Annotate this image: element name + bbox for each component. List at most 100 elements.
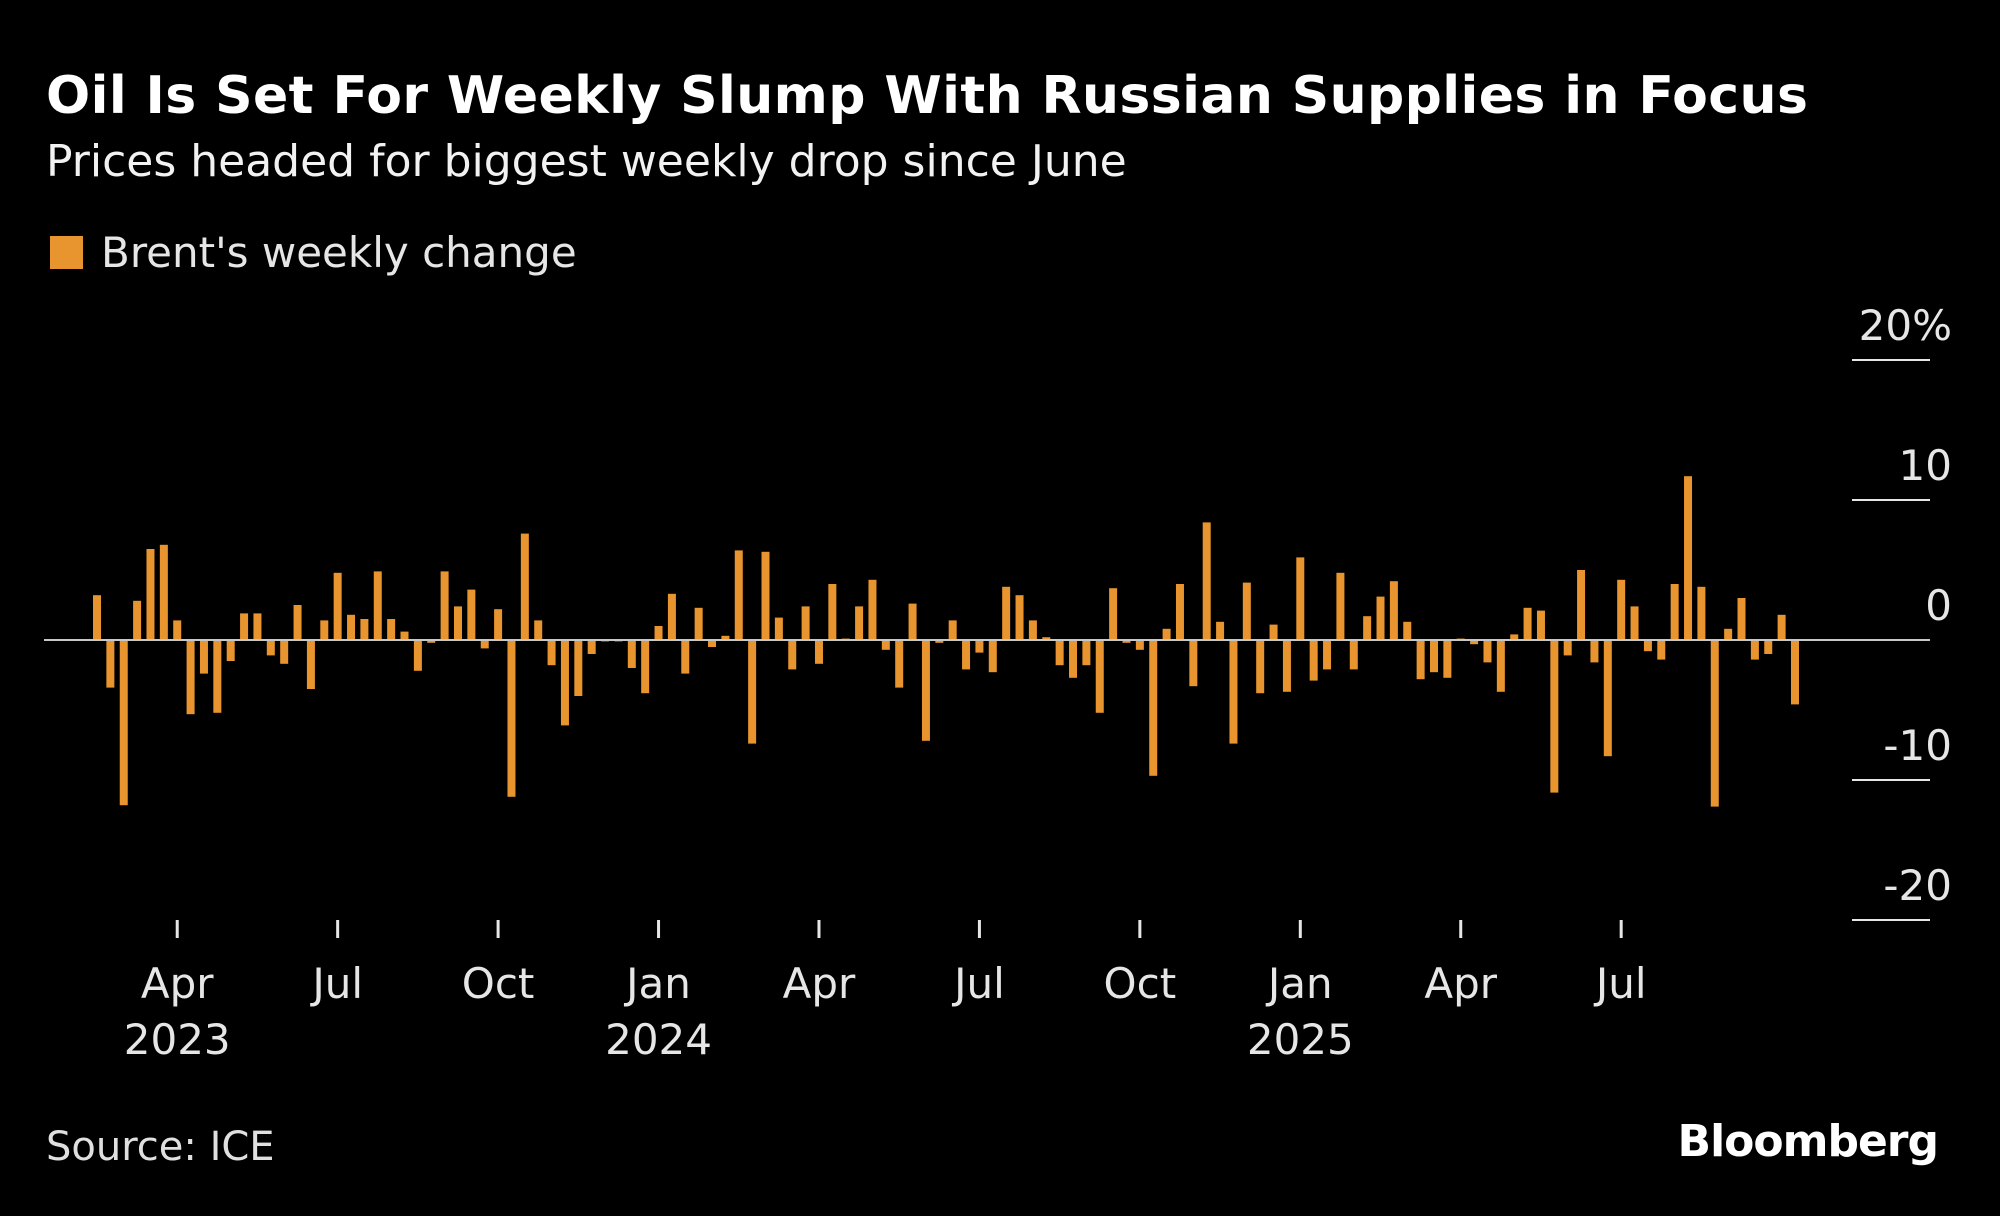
bar: [1162, 628, 1171, 640]
bar: [1496, 640, 1505, 692]
y-tick-label: 20%: [1859, 301, 1952, 350]
bar: [681, 640, 690, 674]
bar: [1657, 640, 1666, 660]
bar: [494, 609, 503, 640]
bar: [467, 589, 476, 640]
bar: [1630, 606, 1639, 640]
bar: [1737, 598, 1746, 640]
bar: [1430, 640, 1438, 673]
bar: [400, 631, 409, 640]
bar: [106, 640, 115, 688]
bar: [293, 605, 302, 640]
bar: [1229, 640, 1238, 744]
bar: [1670, 584, 1679, 640]
bar: [1416, 640, 1425, 680]
bar: [694, 607, 703, 640]
bar: [1296, 557, 1305, 640]
bar: [1790, 640, 1799, 705]
bar: [1470, 640, 1479, 645]
bar: [1724, 628, 1733, 640]
x-tick-label: Oct: [462, 959, 535, 1008]
bar: [574, 640, 583, 696]
legend-swatch: [50, 236, 83, 269]
bar: [1563, 640, 1572, 656]
bar: [427, 640, 436, 643]
bar: [159, 544, 168, 640]
bar: [534, 620, 543, 640]
bar: [1015, 595, 1024, 640]
bar: [253, 613, 262, 640]
bar: [988, 640, 997, 673]
bar: [1323, 640, 1332, 670]
bar: [1042, 637, 1051, 640]
bar: [1389, 581, 1398, 640]
bar: [93, 595, 101, 640]
bar: [440, 571, 449, 640]
bar: [868, 579, 877, 640]
bar: [654, 626, 663, 640]
bar: [453, 606, 462, 640]
bar: [774, 617, 783, 640]
x-year-label: 2023: [124, 1015, 231, 1064]
bar: [1777, 614, 1786, 640]
y-axis: 20% 10 0 -10 -20: [1852, 301, 1952, 921]
bar: [199, 640, 208, 674]
bar: [761, 551, 770, 640]
bar: [560, 640, 569, 726]
bar: [721, 635, 730, 640]
x-year-label: 2024: [605, 1015, 712, 1064]
bar: [1309, 640, 1318, 681]
bar: [266, 640, 275, 656]
bar: [1550, 640, 1559, 793]
x-tick-label: Apr: [783, 959, 856, 1008]
bar: [881, 640, 890, 650]
bar: [360, 619, 369, 640]
bar: [1750, 640, 1759, 660]
bar: [1590, 640, 1599, 663]
x-tick-label: Jul: [1593, 959, 1647, 1008]
bar: [320, 620, 329, 640]
bar: [962, 640, 971, 670]
bar: [146, 549, 155, 640]
bar: [213, 640, 222, 713]
bar: [587, 640, 596, 654]
bar: [975, 640, 984, 653]
bar: [708, 640, 717, 647]
bar: [1710, 640, 1719, 807]
bar: [507, 640, 516, 797]
bar: [280, 640, 289, 664]
bar: [1376, 596, 1385, 640]
y-tick-label: -20: [1883, 861, 1952, 910]
bar: [1536, 610, 1545, 640]
bar: [1216, 621, 1225, 640]
bar: [1684, 476, 1693, 640]
x-tick-label: Oct: [1104, 959, 1177, 1008]
bar: [814, 640, 823, 664]
bar: [413, 640, 422, 671]
bar: [119, 640, 128, 806]
bar: [1175, 584, 1184, 640]
bar: [1577, 570, 1586, 640]
legend-label: Brent's weekly change: [101, 228, 577, 277]
bar: [1523, 607, 1532, 640]
bar: [306, 640, 315, 689]
bar: [133, 600, 142, 640]
bar: [1269, 624, 1278, 640]
bar: [1764, 640, 1773, 654]
x-tick-label: Jul: [309, 959, 363, 1008]
bar: [480, 640, 489, 649]
bar: [1202, 522, 1211, 640]
bar: [1697, 586, 1706, 640]
bar: [1256, 640, 1265, 694]
bar: [186, 640, 195, 715]
x-year-label: 2025: [1247, 1015, 1354, 1064]
bar: [1095, 640, 1104, 713]
chart-subtitle: Prices headed for biggest weekly drop si…: [46, 136, 1127, 187]
bar: [1069, 640, 1078, 678]
bar: [1149, 640, 1158, 776]
bar: [1122, 640, 1131, 643]
y-tick-label: 0: [1925, 581, 1952, 630]
bar: [788, 640, 797, 670]
x-tick-label: Jul: [951, 959, 1005, 1008]
